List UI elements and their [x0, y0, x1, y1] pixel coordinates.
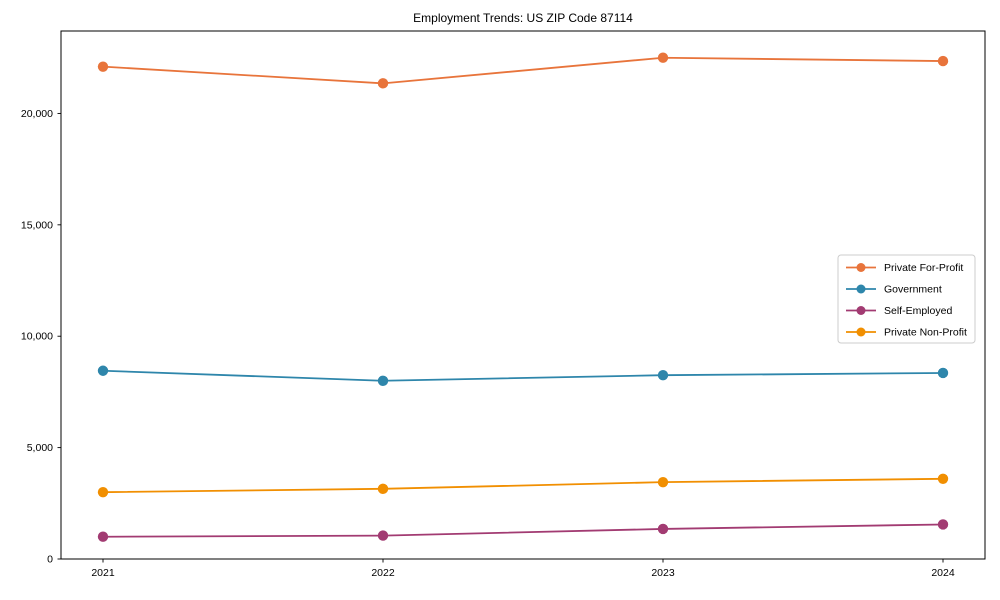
y-tick-label: 15,000 [21, 219, 53, 231]
y-tick-label: 0 [47, 554, 53, 566]
data-point-private-for-profit-2022 [377, 78, 389, 89]
series-line-self-employed [102, 523, 944, 538]
data-point-government-2021 [97, 365, 109, 376]
legend-marker-private-non-profit [856, 327, 866, 337]
data-point-private-for-profit-2024 [937, 55, 949, 67]
x-tick-label: 2022 [371, 567, 395, 579]
legend-marker-government [856, 284, 866, 294]
x-tick-label: 2023 [651, 567, 675, 579]
x-tick-label: 2024 [931, 567, 955, 579]
legend-marker-private-for-profit [856, 263, 866, 272]
legend: Private For-Profit Government Self-Employe… [837, 254, 976, 344]
legend-label-self-employed: Self-Employed [884, 305, 952, 317]
data-point-government-2022 [377, 375, 389, 386]
data-point-government-2023 [657, 370, 669, 381]
data-point-private-non-profit-2023 [657, 476, 669, 488]
y-tick-label: 10,000 [21, 331, 53, 343]
y-tick-label: 20,000 [21, 108, 53, 120]
data-point-private-non-profit-2024 [937, 473, 949, 484]
data-point-self-employed-2022 [377, 530, 389, 541]
legend-label-private-non-profit: Private Non-Profit [884, 327, 967, 339]
axes: 0 5,000 10,000 15,000 20,000 2021 2022 2023 2024 [21, 108, 955, 579]
data-point-government-2024 [937, 367, 949, 379]
x-tick-label: 2021 [91, 567, 115, 579]
y-tick-label: 5,000 [27, 442, 53, 454]
legend-label-private-for-profit: Private For-Profit [884, 262, 963, 274]
legend-box [837, 254, 976, 344]
series-group [97, 52, 949, 542]
data-point-self-employed-2024 [937, 519, 949, 530]
data-point-private-for-profit-2021 [97, 61, 109, 72]
data-point-private-non-profit-2021 [97, 486, 109, 498]
data-point-self-employed-2023 [657, 523, 669, 535]
data-point-private-for-profit-2023 [657, 52, 669, 63]
data-point-private-non-profit-2022 [377, 483, 389, 495]
legend-marker-self-employed [856, 306, 866, 315]
legend-label-government: Government [884, 284, 942, 296]
series-line-private-for-profit [102, 56, 944, 85]
plot-area-border [60, 30, 986, 560]
series-line-government [102, 369, 944, 382]
data-point-self-employed-2021 [97, 531, 109, 542]
series-line-private-non-profit [102, 477, 944, 494]
chart-title: Employment Trends: US ZIP Code 87114 [413, 11, 633, 25]
